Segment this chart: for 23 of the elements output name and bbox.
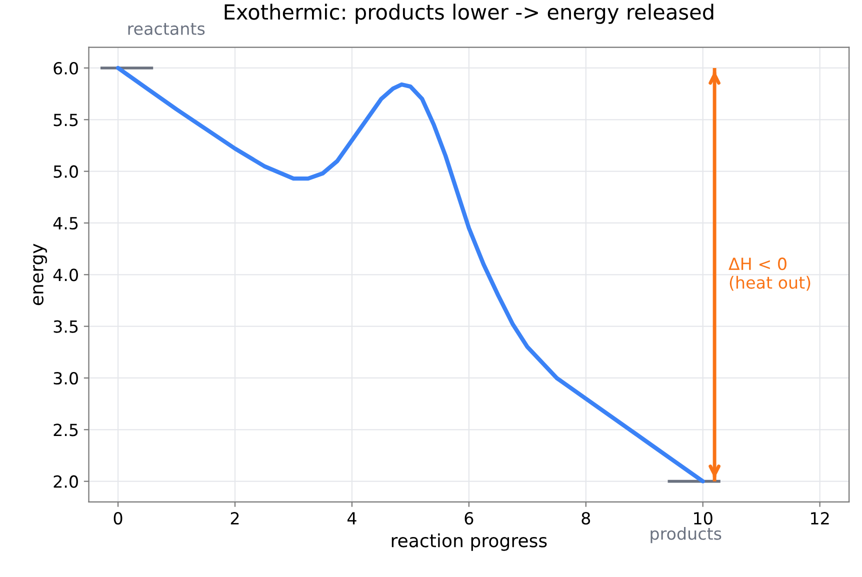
chart-title: Exothermic: products lower -> energy released xyxy=(224,4,714,24)
y-tick-label: 3.5 xyxy=(54,320,78,333)
annotation: ΔH < 0 (heat out) xyxy=(728,258,810,291)
x-tick-label: 8 xyxy=(582,512,590,525)
x-tick-label: 4 xyxy=(347,512,356,524)
x-axis-title: reaction progress xyxy=(392,533,547,551)
y-tick-label: 6.0 xyxy=(54,62,78,75)
y-tick-label: 4.0 xyxy=(53,268,78,282)
x-tick-label: 10 xyxy=(694,512,712,525)
x-tick-label: 6 xyxy=(464,512,474,525)
y-axis-title: energy xyxy=(33,244,48,306)
line-series xyxy=(116,66,705,484)
x-tick-label: 0 xyxy=(114,512,122,525)
y-tick-label: 5.5 xyxy=(54,114,78,126)
text: reactants xyxy=(128,23,205,35)
y-tick-label: 5.0 xyxy=(54,165,78,178)
x-tick-label: 12 xyxy=(811,512,829,524)
y-tick-label: 2.0 xyxy=(54,475,78,488)
y-tick-label: 2.5 xyxy=(54,424,78,436)
y-tick-label: 4.5 xyxy=(53,217,78,230)
y-tick-label: 3.0 xyxy=(54,372,78,385)
text: products xyxy=(650,526,722,544)
x-tick-label: 2 xyxy=(230,512,239,524)
